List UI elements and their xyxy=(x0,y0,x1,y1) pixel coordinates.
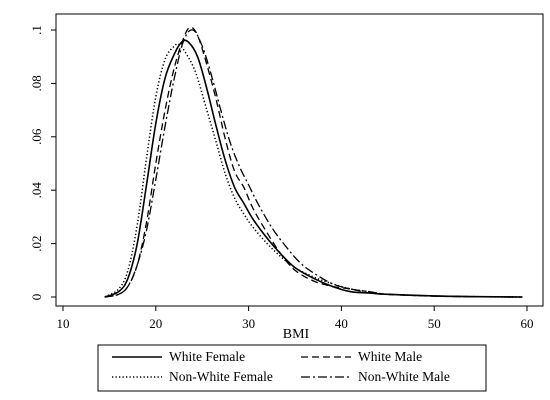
x-tick-label: 40 xyxy=(335,316,348,331)
x-tick-label: 30 xyxy=(242,316,255,331)
legend-box xyxy=(97,344,487,392)
y-tick-label: .1 xyxy=(29,25,44,35)
axes: 10 20 30 40 50 60 0 .02 .04 .06 .08 .1 xyxy=(29,25,534,331)
x-axis-label: BMI xyxy=(283,327,310,342)
x-tick-label: 10 xyxy=(57,316,70,331)
series-line-white-female xyxy=(104,39,523,298)
series-line-non-white-male xyxy=(104,29,523,298)
legend-label: Non-White Male xyxy=(358,369,450,384)
series-line-white-male xyxy=(104,26,523,298)
x-tick-label: 20 xyxy=(149,316,162,331)
x-tick-label: 60 xyxy=(521,316,534,331)
legend-label: White Male xyxy=(358,349,422,364)
plot-border xyxy=(55,13,544,307)
legend-label: White Female xyxy=(169,349,245,364)
y-tick-label: .04 xyxy=(29,182,44,199)
y-tick-label: .02 xyxy=(29,235,44,251)
series-line-non-white-female xyxy=(104,43,523,298)
y-tick-label: .08 xyxy=(29,75,44,91)
plot-frame xyxy=(55,13,544,307)
y-tick-label: 0 xyxy=(29,294,44,301)
series-lines xyxy=(104,26,523,298)
legend-label: Non-White Female xyxy=(169,369,273,384)
y-tick-label: .06 xyxy=(29,128,44,145)
x-tick-label: 50 xyxy=(428,316,441,331)
legend: White Female White Male Non-White Female No… xyxy=(97,344,487,392)
